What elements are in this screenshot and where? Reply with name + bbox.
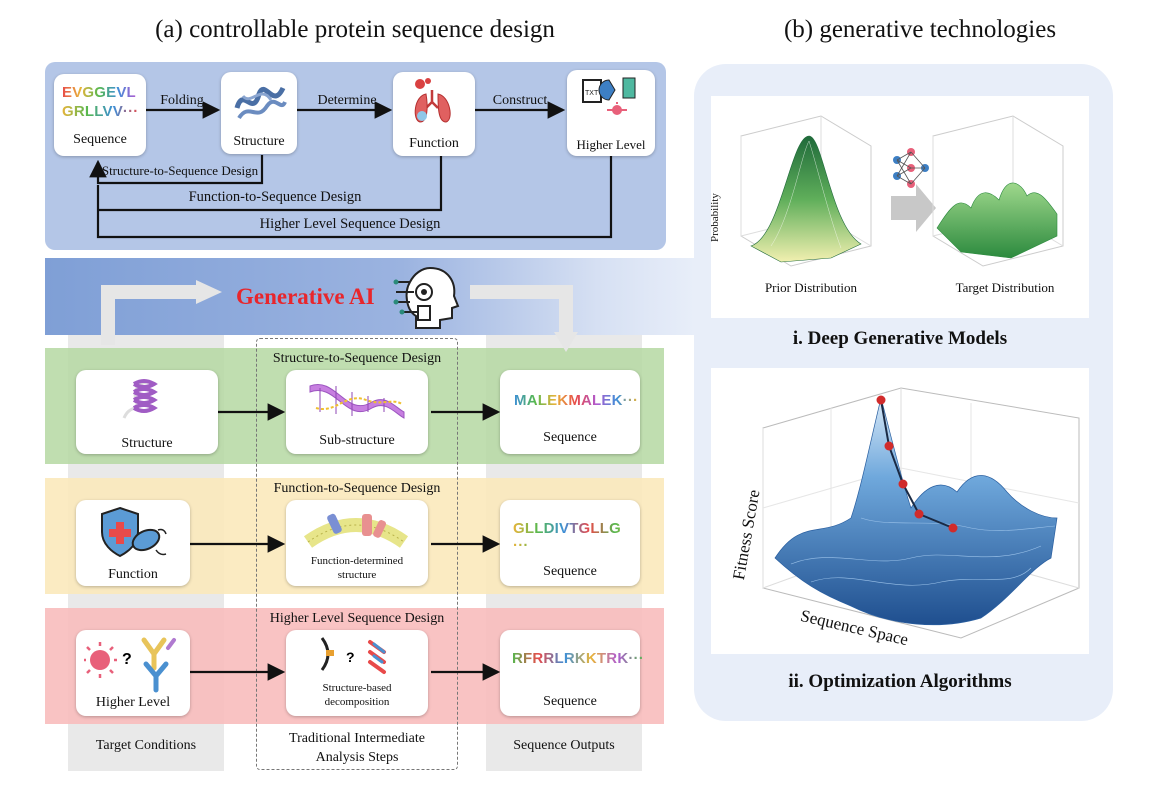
dgm-ylabel: Probability <box>709 193 721 242</box>
intermediate-steps-box <box>256 338 458 770</box>
row1-output-sequence: MALEKMALEK··· <box>514 392 639 409</box>
node-label-structure: Structure <box>233 134 285 149</box>
optimization-path <box>876 395 958 533</box>
row2-intermediate-line1: Function-determined <box>310 555 404 567</box>
shield-bacteria-icon <box>101 506 167 558</box>
fitness-landscape <box>762 387 1080 639</box>
node-label-function: Function <box>409 136 459 151</box>
sequence-line1: EVGGEVL <box>62 84 136 101</box>
dgm-illustration <box>740 115 1064 267</box>
row2-output-label: Sequence <box>543 564 597 579</box>
row1-output-label: Sequence <box>543 430 597 445</box>
row3-intermediate-line1: Structure-based <box>322 682 392 694</box>
decomposition-card: ? Structure-based decomposition <box>286 630 428 716</box>
opt-box: Fitness Score Sequence Space <box>711 368 1089 654</box>
edge-label-folding: Folding <box>160 93 204 108</box>
row2-intermediate-label: Function-determined structure <box>286 554 428 582</box>
sequence-card: EVGGEVL GRLLVV··· Sequence <box>54 74 146 156</box>
node-label-higher-level: Higher Level <box>576 137 646 152</box>
row3-output-card: RFRRLRKKTRK··· Sequence <box>500 630 644 716</box>
opt-caption: ii. Optimization Algorithms <box>788 671 1012 692</box>
column-label-outputs: Sequence Outputs <box>513 738 615 753</box>
function-input-card: Function <box>76 500 190 586</box>
function-determined-card: Function-determined structure <box>286 500 428 586</box>
ai-head-icon <box>393 266 460 329</box>
band-title-function: Function-to-Sequence Design <box>273 481 441 496</box>
function-card: Function <box>393 72 475 156</box>
column-label-intermediate: Traditional Intermediate Analysis Steps <box>256 729 458 767</box>
svg-text:TXT: TXT <box>585 90 599 97</box>
column-label-intermediate-line2: Analysis Steps <box>315 750 399 765</box>
structure-input-card: Structure <box>76 370 218 454</box>
generative-ai-title: Generative AI <box>236 284 375 309</box>
row3-output-label: Sequence <box>543 694 597 709</box>
dgm-box: Probability Prior Distribution Target Di… <box>709 96 1089 318</box>
row2-output-sequence: GLLDIVTGLLG ··· <box>513 520 640 554</box>
higher-level-input-card: ? Higher Level <box>76 630 190 716</box>
row3-intermediate-line2: decomposition <box>324 696 390 708</box>
edge-label-construct: Construct <box>492 93 548 108</box>
feedback-label-function: Function-to-Sequence Design <box>188 189 362 205</box>
svg-text:?: ? <box>122 651 132 668</box>
decomposition-icon: ? <box>320 637 386 674</box>
svg-text:?: ? <box>346 649 355 665</box>
neural-network-icon <box>893 148 929 188</box>
sheet-structure-icon <box>309 383 405 419</box>
dgm-caption: i. Deep Generative Models <box>792 328 1008 349</box>
prior-distribution-label: Prior Distribution <box>764 280 858 295</box>
lungs-icon <box>414 78 451 123</box>
feedback-label-structure: Structure-to-Sequence Design <box>101 163 259 178</box>
protein-structure-icon <box>234 86 287 120</box>
band-title-higher-level: Higher Level Sequence Design <box>269 611 445 626</box>
helix-structure-icon <box>122 379 158 419</box>
left-heading: (a) controllable protein sequence design <box>155 16 555 43</box>
edge-label-determine: Determine <box>317 93 377 108</box>
substructure-card: Sub-structure <box>286 370 428 454</box>
row1-output-card: MALEKMALEK··· Sequence <box>500 370 640 454</box>
row3-input-label: Higher Level <box>95 695 171 710</box>
node-label-sequence: Sequence <box>73 132 127 147</box>
higher-level-card: TXT Higher Level <box>567 70 655 156</box>
row3-intermediate-label: Structure-based decomposition <box>286 681 428 709</box>
top-flow-panel <box>45 62 666 250</box>
row1-intermediate-label: Sub-structure <box>319 433 395 448</box>
right-heading: (b) generative technologies <box>783 16 1057 43</box>
band-title-structure: Structure-to-Sequence Design <box>272 351 442 366</box>
row2-output-card: GLLDIVTGLLG ··· Sequence <box>500 500 640 586</box>
column-label-target: Target Conditions <box>95 738 197 753</box>
target-distribution-label: Target Distribution <box>955 280 1055 295</box>
virus-antibody-icon: ? <box>84 637 176 693</box>
feedback-label-higher: Higher Level Sequence Design <box>259 216 441 232</box>
row1-input-label: Structure <box>121 436 173 451</box>
column-label-intermediate-line1: Traditional Intermediate <box>289 731 425 746</box>
row3-output-sequence: RFRRLRKKTRK··· <box>512 650 644 667</box>
higher-level-icon: TXT <box>582 77 636 115</box>
row2-intermediate-line2: structure <box>337 569 377 581</box>
row2-input-label: Function <box>108 567 158 582</box>
structure-card: Structure <box>221 72 297 154</box>
sequence-line2: GRLLVV··· <box>62 103 139 120</box>
membrane-protein-icon <box>303 513 409 548</box>
